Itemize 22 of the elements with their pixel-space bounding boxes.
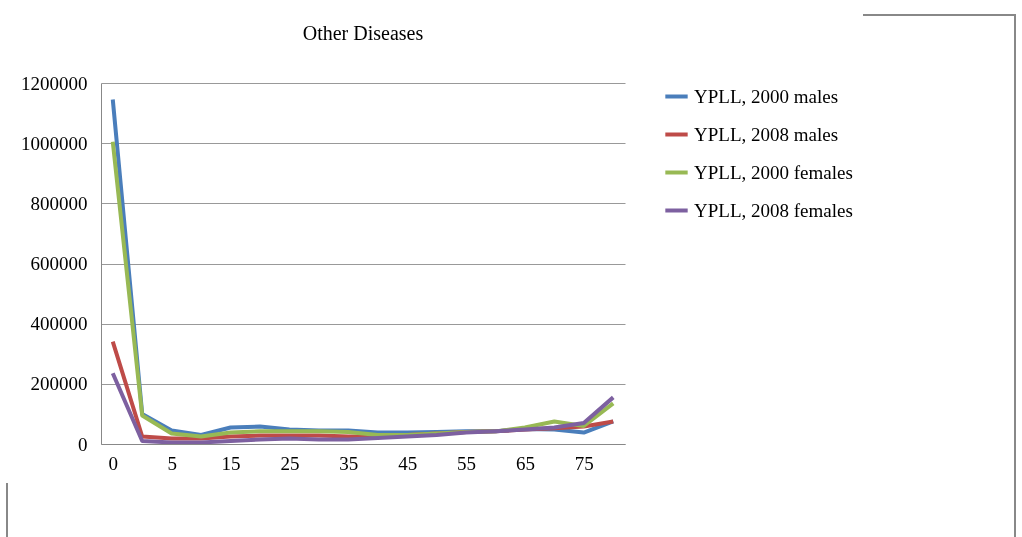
- line-series: [110, 371, 616, 444]
- x-tick-label: 0: [108, 452, 119, 474]
- x-tick-label: 55: [457, 452, 477, 474]
- legend-label: YPLL, 2008 females: [694, 199, 853, 221]
- y-tick-label: 1200000: [21, 72, 88, 94]
- x-tick-label: 45: [398, 452, 418, 474]
- x-tick-label: 25: [280, 452, 300, 474]
- legend-label: YPLL, 2000 males: [694, 85, 839, 107]
- chart-title: Other Diseases: [302, 22, 424, 44]
- x-tick-label: 15: [221, 452, 241, 474]
- y-tick-label: 0: [78, 433, 88, 455]
- y-tick-label: 600000: [30, 253, 88, 274]
- y-tick-label: 800000: [30, 192, 88, 214]
- y-tick-label: 200000: [30, 373, 88, 395]
- y-tick-label: 400000: [30, 313, 88, 335]
- x-tick-label: 75: [574, 452, 594, 474]
- x-tick-label: 5: [167, 452, 177, 474]
- x-tick-label: 35: [339, 452, 359, 474]
- legend-label: YPLL, 2008 males: [694, 123, 839, 145]
- legend-label: YPLL, 2000 females: [694, 161, 853, 183]
- x-tick-label: 65: [515, 452, 535, 474]
- y-tick-label: 1000000: [21, 132, 88, 154]
